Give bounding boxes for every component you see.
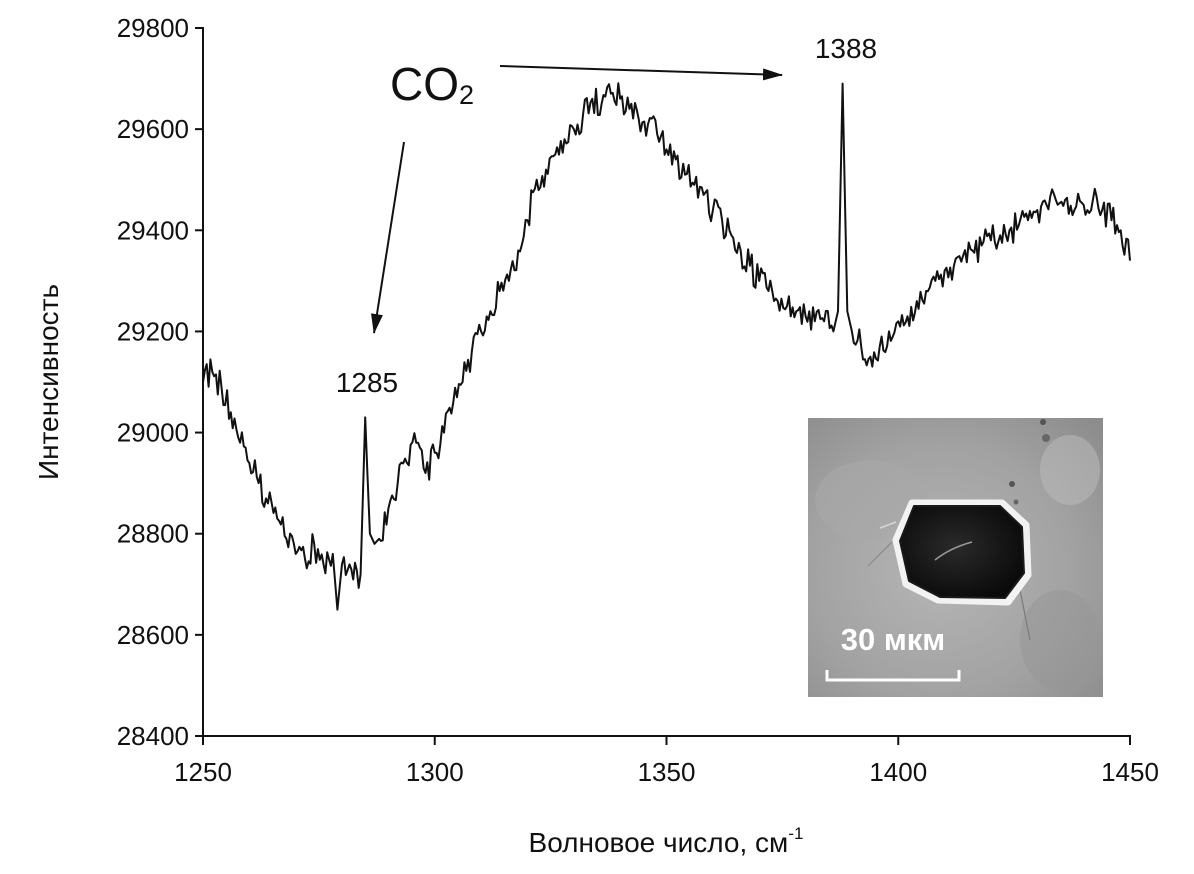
inset-blob [815, 460, 925, 540]
inclusion-highlight [934, 541, 973, 561]
y-tick-label: 29400 [117, 215, 189, 245]
x-tick-label: 1250 [174, 757, 232, 787]
y-ticks: 28400 28600 28800 29000 29200 29400 29600 29800 [117, 13, 203, 751]
inset-fiber [867, 541, 893, 567]
y-tick-label: 29000 [117, 418, 189, 448]
inset-speck [1042, 434, 1050, 442]
inset-fiber [1019, 589, 1031, 641]
y-tick-label: 29800 [117, 13, 189, 43]
x-tick-label: 1450 [1101, 757, 1159, 787]
arrow-to-1388 [499, 65, 783, 81]
scale-bar [825, 670, 961, 682]
annotation-1285: 1285 [336, 367, 398, 398]
inset-speck [1040, 419, 1046, 425]
annotation-1388: 1388 [815, 33, 877, 64]
y-tick-label: 29600 [117, 114, 189, 144]
inclusion-crystal-halo [892, 499, 1032, 606]
x-tick-label: 1300 [406, 757, 464, 787]
x-ticks: 1250 1300 1350 1400 1450 [174, 736, 1159, 787]
series-line-spectrum [202, 82, 1131, 611]
x-tick-label: 1350 [638, 757, 696, 787]
inset-fiber [879, 521, 897, 529]
inclusion-crystal [899, 505, 1025, 599]
inset-blob [1020, 590, 1100, 690]
inset-blob [1040, 435, 1100, 505]
x-axis-title: Волновое число, см-1 [529, 824, 804, 858]
y-tick-label: 29200 [117, 316, 189, 346]
inset-speck [1013, 499, 1019, 505]
x-tick-label: 1400 [869, 757, 927, 787]
y-tick-label: 28600 [117, 620, 189, 650]
y-tick-label: 28400 [117, 721, 189, 751]
inset-micrograph: 30 мкм [808, 418, 1103, 697]
scale-bar-label: 30 мкм [841, 622, 945, 657]
arrow-to-1285 [371, 141, 405, 334]
inset-speck [1009, 481, 1015, 487]
y-tick-label: 28800 [117, 519, 189, 549]
annotation-co2: CO2 [390, 58, 474, 110]
y-axis-title: Интенсивность [33, 284, 64, 480]
